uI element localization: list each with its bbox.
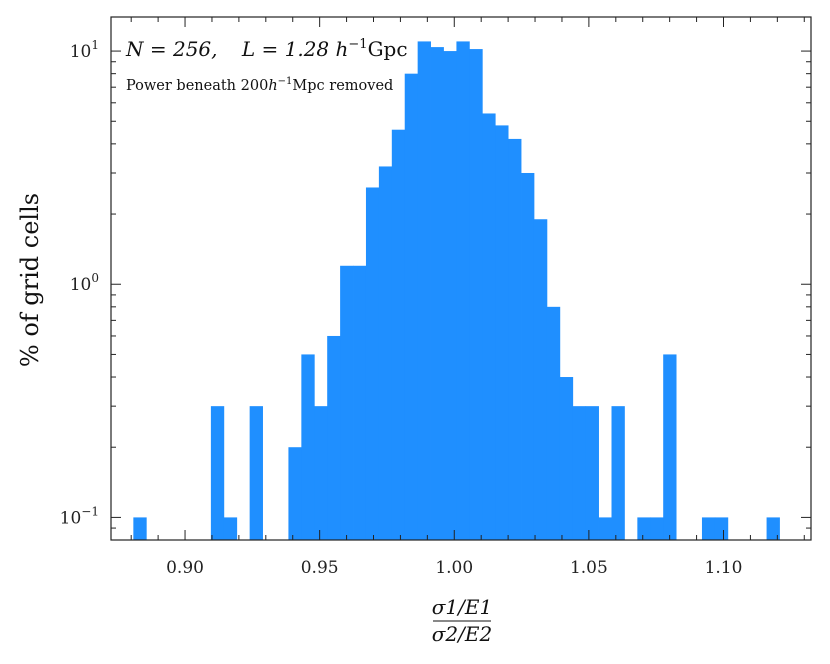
histogram-bar — [611, 406, 625, 540]
histogram-bar — [340, 265, 354, 540]
histogram-bar — [456, 41, 470, 540]
histogram-bar — [598, 517, 612, 540]
x-tick-label: 0.90 — [166, 558, 204, 578]
y-tick-label: 10−1 — [60, 504, 99, 528]
histogram-bar — [404, 73, 419, 541]
y-tick-label: 100 — [70, 271, 99, 295]
x-axis-title-numerator: σ1/E1 — [432, 595, 492, 619]
y-axis-title: % of grid cells — [16, 193, 44, 367]
histogram-bar — [495, 125, 509, 540]
histogram-bars — [133, 41, 780, 541]
histogram-bar — [663, 354, 677, 540]
histogram-bar — [223, 517, 238, 540]
histogram-bar — [650, 517, 664, 540]
annotation-power-removed: Power beneath 200h−1Mpc removed — [126, 76, 393, 94]
x-axis-title-denominator: σ2/E2 — [432, 622, 492, 646]
histogram-bar — [521, 172, 535, 541]
histogram-bar — [508, 138, 522, 541]
histogram-bar — [546, 306, 561, 540]
histogram-bar — [714, 517, 729, 540]
histogram-bar — [210, 406, 225, 540]
x-tick-label: 1.10 — [705, 558, 743, 578]
histogram-bar — [378, 166, 393, 540]
y-tick-labels: 10−1 100 101 — [60, 38, 99, 528]
histogram-bar — [443, 51, 457, 540]
x-axis-title: σ1/E1 σ2/E2 — [432, 595, 492, 646]
x-tick-label: 1.05 — [570, 558, 608, 578]
histogram-bar — [288, 447, 302, 540]
x-tick-label: 0.95 — [301, 558, 339, 578]
histogram-bar — [637, 517, 651, 540]
histogram-bar — [585, 406, 599, 540]
histogram-bar — [417, 41, 431, 540]
histogram-bar — [327, 335, 341, 540]
histogram-bar — [353, 265, 367, 540]
histogram-bar — [133, 517, 147, 540]
histogram-bar — [249, 406, 263, 540]
histogram-bar — [301, 354, 315, 540]
histogram-bar — [559, 377, 574, 540]
histogram-bar — [430, 47, 444, 540]
histogram-bar — [365, 187, 380, 540]
histogram-bar — [391, 129, 406, 540]
histogram-bar — [314, 406, 328, 540]
histogram-bar — [766, 517, 780, 540]
y-tick-label: 101 — [70, 38, 99, 62]
axis-ticks — [111, 17, 811, 540]
x-tick-labels: 0.90 0.95 1.00 1.05 1.10 — [166, 558, 742, 578]
plot-frame — [110, 16, 812, 541]
histogram-bar — [701, 517, 716, 540]
histogram-bar — [469, 49, 483, 541]
histogram-bar — [572, 406, 587, 540]
annotation-params: N = 256, L = 1.28 h−1Gpc — [125, 37, 408, 61]
x-tick-label: 1.00 — [435, 558, 473, 578]
histogram-bar — [533, 219, 548, 541]
histogram-bar — [482, 113, 496, 541]
